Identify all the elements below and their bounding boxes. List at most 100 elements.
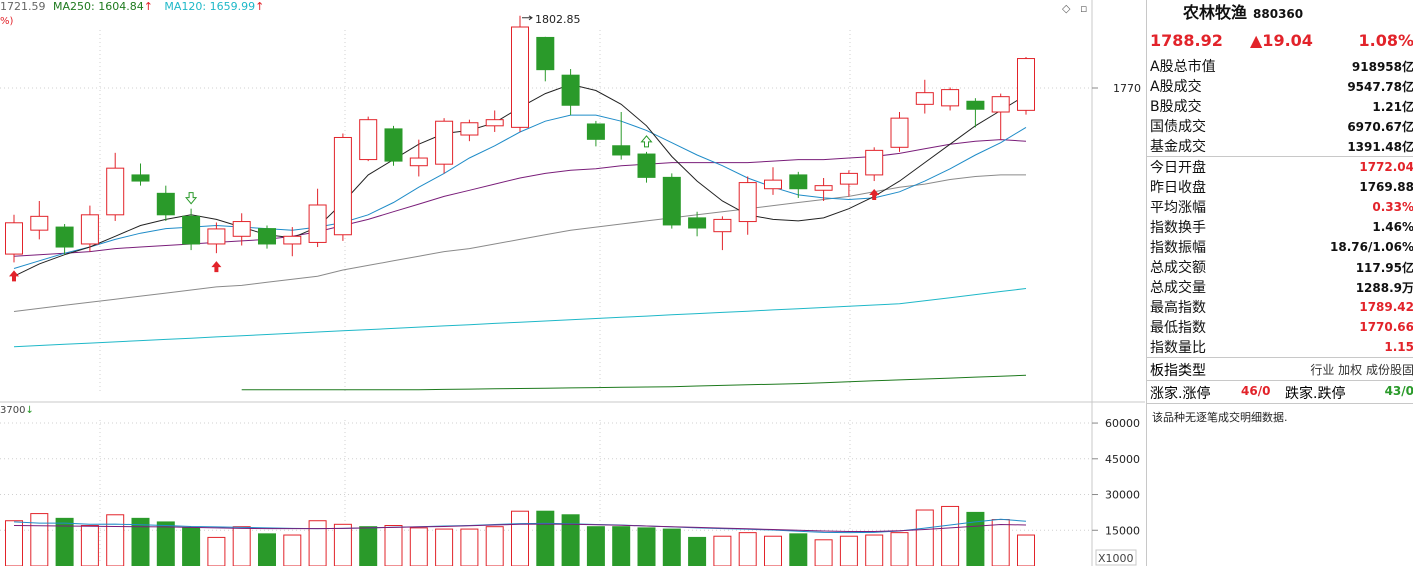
up-value: 46/0 bbox=[1241, 384, 1271, 398]
volume-bar bbox=[207, 536, 226, 566]
volume-bar bbox=[435, 528, 454, 566]
candle bbox=[80, 214, 99, 245]
volume-bar bbox=[915, 509, 934, 566]
candle bbox=[511, 26, 529, 128]
ma250-arrow-icon: ↑ bbox=[143, 0, 153, 13]
volume-bar bbox=[1017, 534, 1035, 566]
volume-tick-label: 15000 bbox=[1105, 524, 1140, 537]
quote-label: 今日开盘 bbox=[1147, 156, 1265, 177]
candle bbox=[941, 89, 960, 107]
volume-bar bbox=[232, 526, 251, 566]
volume-bar bbox=[890, 532, 909, 566]
volume-ma-line bbox=[13, 518, 1027, 534]
candle bbox=[308, 204, 327, 243]
candle bbox=[915, 92, 934, 105]
quote-label: 平均涨幅 bbox=[1150, 200, 1206, 216]
quote-row: 平均涨幅 0.33% bbox=[1147, 197, 1413, 217]
current-price: 1788.92 bbox=[1150, 31, 1223, 50]
volume-bar bbox=[789, 533, 808, 566]
volume-bar bbox=[5, 520, 23, 566]
candle bbox=[612, 145, 631, 156]
price-change-pct: 1.08% bbox=[1358, 31, 1413, 50]
ma120-arrow-icon: ↑ bbox=[255, 0, 265, 13]
candle bbox=[5, 222, 23, 255]
candle bbox=[764, 179, 782, 190]
chart-area[interactable]: 1721.59 MA250: 1604.84↑ MA120: 1659.99↑ … bbox=[0, 0, 1145, 566]
candle bbox=[688, 217, 707, 229]
volume-down-arrow-icon: ↓ bbox=[25, 405, 34, 416]
trade-detail-note: 该品种无逐笔成交明细数据. bbox=[1152, 411, 1288, 424]
candle bbox=[865, 149, 884, 176]
peak-label: 1802.85 bbox=[535, 13, 581, 26]
price-row: 1788.92 ▲19.04 1.08% bbox=[1147, 26, 1413, 56]
quote-label: 国债成交 bbox=[1150, 119, 1206, 135]
candle bbox=[460, 122, 479, 136]
volume-bar bbox=[485, 526, 504, 566]
candle bbox=[131, 174, 150, 182]
candle bbox=[789, 174, 808, 190]
volume-bar bbox=[688, 536, 707, 566]
security-title: 农林牧渔 880360 bbox=[1147, 0, 1413, 26]
volume-bar bbox=[814, 539, 833, 566]
quote-row: 指数振幅 18.76/1.06% bbox=[1147, 237, 1413, 257]
volume-bar bbox=[511, 510, 529, 566]
volume-bar bbox=[283, 534, 302, 566]
quote-row: 基金成交 1391.48亿 bbox=[1147, 136, 1413, 157]
candle bbox=[207, 228, 226, 245]
quote-value: 1789.42 bbox=[1359, 300, 1413, 314]
candle bbox=[713, 218, 732, 233]
price-tick-label: 1770 bbox=[1113, 82, 1141, 95]
candle bbox=[662, 176, 681, 226]
candle bbox=[258, 228, 276, 245]
candle bbox=[333, 136, 352, 236]
last-value: 1721.59 bbox=[0, 0, 46, 13]
board-type-row: 板指类型 行业 加权 成份股固 bbox=[1147, 357, 1413, 380]
hollow-arrow-icon bbox=[640, 135, 653, 148]
diamond-icon[interactable]: ◇ bbox=[1062, 2, 1071, 15]
quote-value: 9547.78亿 bbox=[1347, 79, 1413, 94]
peak-arrow-icon bbox=[522, 15, 533, 21]
quote-row: 总成交量 1288.9万 bbox=[1147, 277, 1413, 297]
volume-bar bbox=[55, 517, 74, 566]
quote-value: 18.76/1.06% bbox=[1330, 240, 1413, 254]
candle bbox=[586, 123, 605, 140]
volume-bar bbox=[662, 528, 681, 566]
board-type-value: 行业 加权 成份股固 bbox=[1310, 363, 1413, 377]
quote-row: 今日开盘 1772.04 bbox=[1147, 156, 1413, 177]
candle bbox=[637, 153, 656, 178]
candle bbox=[384, 128, 403, 162]
quote-value: 918958亿 bbox=[1351, 59, 1413, 74]
ma120-line bbox=[13, 288, 1027, 348]
candle bbox=[409, 157, 428, 167]
quote-value: 1772.04 bbox=[1264, 156, 1413, 177]
units-box bbox=[1095, 549, 1137, 566]
quote-label: 最低指数 bbox=[1150, 320, 1206, 336]
quote-label: A股成交 bbox=[1150, 79, 1202, 95]
candle bbox=[966, 100, 985, 110]
quote-table: A股总市值 918958亿 A股成交 9547.78亿 B股成交 1.21亿 国债成交 697… bbox=[1147, 56, 1413, 357]
kline-chart[interactable]: 1770 60000 45000 30000 15000 X1000 1802.85 bbox=[0, 0, 1145, 566]
volume-bar bbox=[561, 514, 580, 566]
volume-bar bbox=[991, 519, 1010, 566]
volume-bar bbox=[333, 523, 352, 566]
quote-value: 117.95亿 bbox=[1355, 260, 1413, 275]
volume-bar bbox=[941, 505, 960, 566]
ma250-label: MA250: 1604.84 bbox=[53, 0, 144, 13]
volume-bar bbox=[637, 527, 656, 566]
ma250-line bbox=[241, 374, 1027, 391]
volume-units: X1000 bbox=[1098, 552, 1134, 565]
quote-row: B股成交 1.21亿 bbox=[1147, 96, 1413, 116]
candle bbox=[738, 182, 757, 223]
quote-row: 国债成交 6970.67亿 bbox=[1147, 116, 1413, 136]
quote-value: 1.21亿 bbox=[1372, 99, 1413, 114]
volume-bar bbox=[182, 527, 201, 566]
volume-bar bbox=[536, 510, 555, 566]
candle bbox=[156, 192, 175, 216]
candle bbox=[30, 215, 49, 231]
quote-row: 总成交额 117.95亿 bbox=[1147, 257, 1413, 277]
quote-row: 最低指数 1770.66 bbox=[1147, 317, 1413, 337]
quote-value: 1.15 bbox=[1384, 340, 1413, 354]
quote-row: A股总市值 918958亿 bbox=[1147, 56, 1413, 76]
window-icon[interactable]: ▫ bbox=[1080, 2, 1088, 15]
volume-bar bbox=[839, 535, 858, 566]
